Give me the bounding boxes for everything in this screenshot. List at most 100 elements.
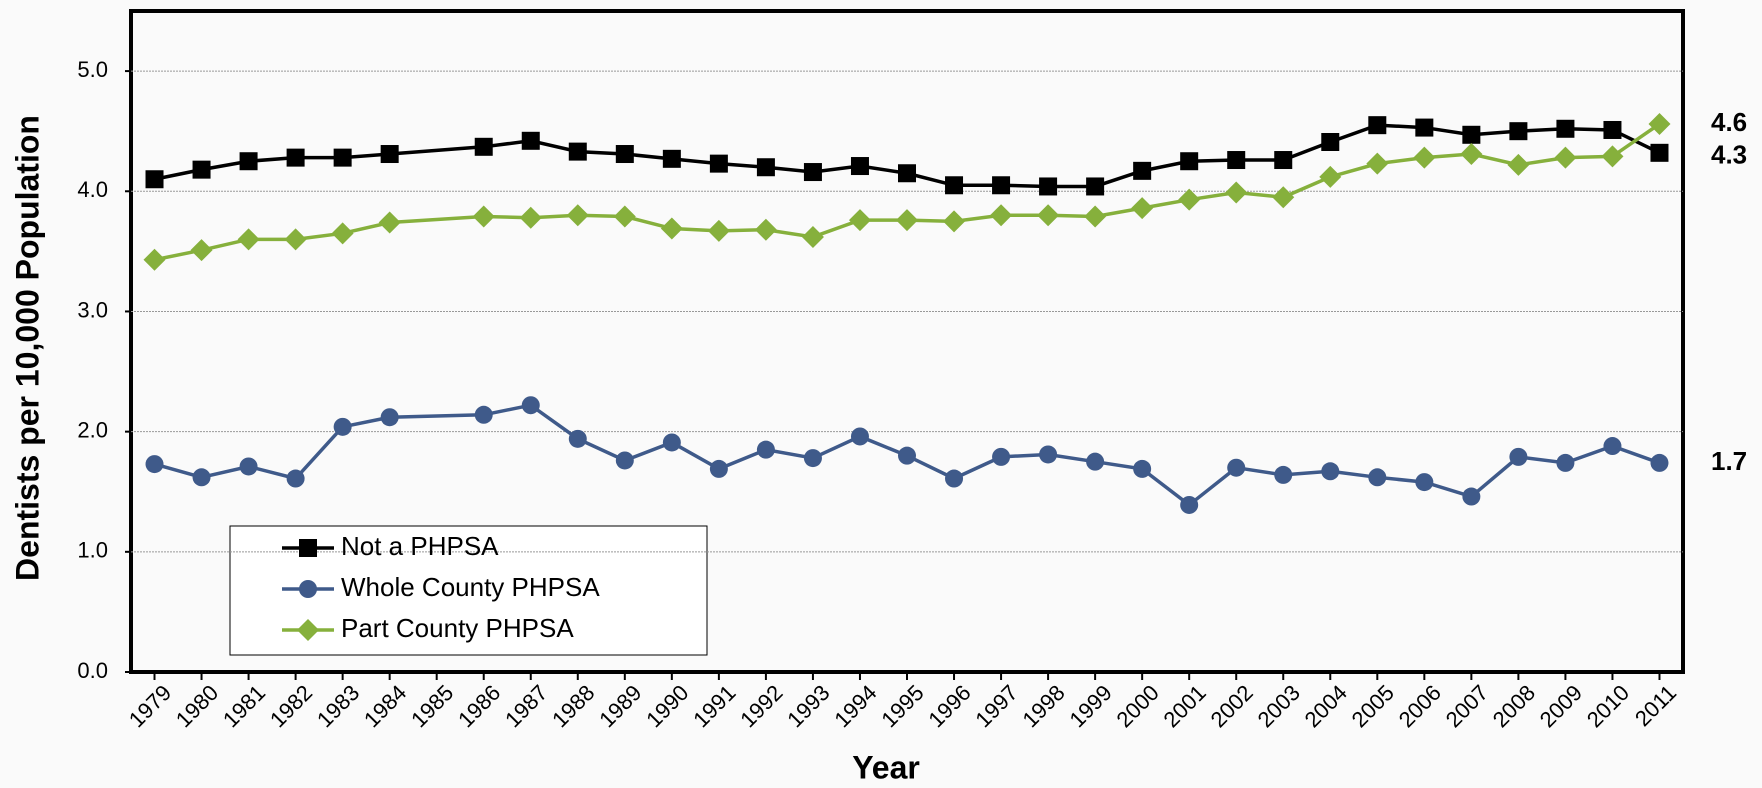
marker <box>145 455 164 474</box>
marker <box>898 446 916 465</box>
x-tick-label: 2011 <box>1630 680 1681 731</box>
x-tick-label: 2002 <box>1206 680 1258 732</box>
marker <box>1648 112 1671 135</box>
marker <box>472 205 495 228</box>
marker <box>801 225 824 248</box>
y-tick-label: 5.0 <box>77 57 108 82</box>
marker <box>1603 437 1622 456</box>
marker <box>286 148 305 167</box>
marker <box>1321 132 1340 151</box>
marker <box>943 210 966 233</box>
marker <box>568 429 587 448</box>
marker <box>239 152 258 171</box>
marker <box>1368 116 1387 135</box>
marker <box>566 204 589 227</box>
marker <box>1037 204 1060 227</box>
marker <box>709 459 728 478</box>
x-tick-label: 1990 <box>641 680 693 732</box>
marker <box>1274 465 1293 484</box>
x-tick-label: 1988 <box>547 680 599 732</box>
x-tick-label: 2007 <box>1441 680 1493 732</box>
y-axis-title: Dentists per 10,000 Population <box>9 115 45 581</box>
marker <box>992 176 1011 195</box>
marker <box>192 468 211 487</box>
value-label: 1.7 <box>1711 446 1747 476</box>
marker <box>1133 161 1152 180</box>
x-tick-label: 2001 <box>1159 680 1211 732</box>
legend-marker <box>299 580 317 598</box>
x-tick-label: 1994 <box>829 680 881 732</box>
marker <box>613 205 636 228</box>
x-tick-label: 1981 <box>218 680 270 732</box>
marker <box>143 248 166 271</box>
marker <box>1460 143 1483 166</box>
marker <box>1086 177 1105 196</box>
marker <box>992 447 1011 466</box>
y-tick-label: 3.0 <box>77 297 108 322</box>
marker <box>237 228 260 251</box>
marker <box>1225 181 1248 204</box>
marker <box>1133 459 1152 478</box>
marker <box>1601 145 1624 168</box>
marker <box>1366 152 1389 175</box>
marker <box>707 219 730 242</box>
marker <box>1227 458 1246 477</box>
marker <box>615 451 634 470</box>
x-tick-label: 2006 <box>1394 680 1446 732</box>
legend-label: Whole County PHPSA <box>341 572 600 602</box>
marker <box>1507 153 1530 176</box>
x-tick-label: 1984 <box>359 680 411 732</box>
marker <box>990 204 1013 227</box>
marker <box>850 427 869 446</box>
marker <box>1603 120 1622 139</box>
marker <box>331 222 354 245</box>
x-tick-label: 1998 <box>1017 680 1069 732</box>
marker <box>1039 445 1058 464</box>
marker <box>709 154 728 173</box>
marker <box>239 457 258 476</box>
marker <box>521 396 540 415</box>
marker <box>1462 487 1481 506</box>
marker <box>1650 143 1669 162</box>
x-tick-label: 1999 <box>1064 680 1116 732</box>
marker <box>756 440 775 459</box>
marker <box>380 145 399 164</box>
x-tick-label: 1980 <box>171 680 223 732</box>
legend-label: Not a PHPSA <box>341 531 499 561</box>
marker <box>1180 495 1199 514</box>
x-tick-label: 2000 <box>1112 680 1164 732</box>
marker <box>1413 146 1436 169</box>
x-axis-title: Year <box>852 749 920 785</box>
marker <box>662 433 681 452</box>
x-tick-label: 1983 <box>312 680 364 732</box>
x-tick-label: 1993 <box>782 680 834 732</box>
x-tick-label: 1979 <box>124 680 176 732</box>
x-tick-label: 1996 <box>923 680 975 732</box>
marker <box>662 149 681 168</box>
x-tick-label: 1987 <box>500 680 552 732</box>
x-tick-label: 1986 <box>453 680 505 732</box>
value-label: 4.6 <box>1711 107 1747 137</box>
marker <box>898 164 916 183</box>
marker <box>1321 462 1340 481</box>
marker <box>1509 122 1528 141</box>
x-tick-label: 1997 <box>970 680 1022 732</box>
marker <box>615 145 634 164</box>
marker <box>378 211 401 234</box>
x-tick-label: 2009 <box>1535 680 1587 732</box>
marker <box>848 209 871 232</box>
marker <box>286 469 305 488</box>
series-line <box>154 122 1661 262</box>
marker <box>1415 118 1434 137</box>
x-tick-label: 1992 <box>735 680 787 732</box>
marker <box>380 408 399 427</box>
marker <box>896 209 918 232</box>
marker <box>192 160 211 179</box>
marker <box>850 157 869 176</box>
marker <box>333 417 352 436</box>
x-tick-label: 1982 <box>265 680 317 732</box>
x-tick-label: 1985 <box>406 680 458 732</box>
marker <box>660 217 683 240</box>
x-tick-label: 2008 <box>1488 680 1540 732</box>
